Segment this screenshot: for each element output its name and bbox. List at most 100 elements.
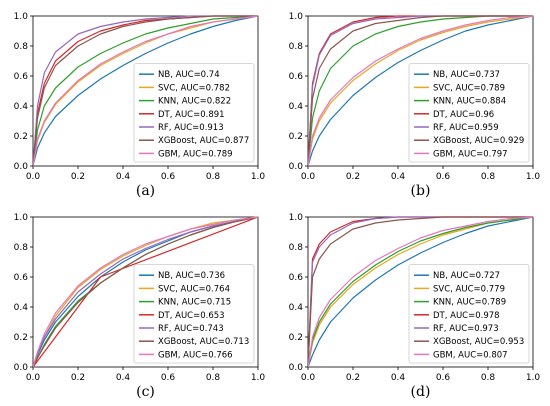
y-tick-label: 1.0 [289,213,304,223]
x-tick-label: 0.2 [71,172,85,182]
legend-label-rf: RF, AUC=0.913 [158,123,224,133]
x-tick-label: 0.0 [26,373,41,383]
x-tick-label: 0.8 [206,172,221,182]
legend-label-nb: NB, AUC=0.737 [433,70,500,80]
legend-label-gbm: GBM, AUC=0.807 [433,350,508,360]
x-tick-label: 0.0 [301,373,316,383]
y-tick-label: 0.8 [14,42,29,52]
x-tick-label: 1.0 [526,172,541,182]
x-tick-label: 0.6 [436,172,451,182]
x-tick-label: 0.4 [116,172,131,182]
legend-label-gbm: GBM, AUC=0.789 [158,149,233,159]
x-tick-label: 1.0 [526,373,541,383]
chart-c: 0.0 0.2 0.4 0.6 0.8 1.0 0.0 0.2 0.4 0.6 0.8 1.0 NB, … [14,213,266,400]
x-tick-label: 1.0 [251,172,266,182]
y-tick-label: 0.0 [14,162,29,172]
series-line-svc [308,15,534,167]
y-tick-label: 0.0 [289,363,304,373]
legend-label-xgboost: XGBoost, AUC=0.953 [433,337,524,347]
series-line-gbm [308,216,534,368]
series-line-nb [308,15,534,167]
legend-label-gbm: GBM, AUC=0.797 [433,149,508,159]
y-tick-label: 0.4 [14,102,29,112]
x-tick-label: 0.6 [161,373,176,383]
y-tick-label: 0.2 [14,132,28,142]
y-tick-label: 0.4 [14,303,29,313]
legend-label-knn: KNN, AUC=0.715 [158,298,231,308]
x-tick-label: 0.6 [161,172,176,182]
y-tick-label: 0.6 [14,72,29,82]
series-line-gbm [33,216,259,368]
y-tick-label: 0.2 [289,132,303,142]
x-tick-label: 0.0 [26,172,41,182]
x-tick-label: 0.2 [346,172,360,182]
legend-label-dt: DT, AUC=0.653 [158,311,225,321]
series-line-gbm [33,15,259,167]
y-tick-label: 1.0 [14,213,29,223]
y-tick-label: 0.8 [289,42,304,52]
legend: NB, AUC=0.727 SVC, AUC=0.779 KNN, AUC=0.78… [408,264,530,364]
panel-caption: (a) [136,183,155,199]
legend-label-svc: SVC, AUC=0.764 [158,284,230,294]
panel-caption: (b) [411,183,431,199]
legend-label-dt: DT, AUC=0.978 [433,311,500,321]
legend-label-nb: NB, AUC=0.727 [433,271,500,281]
series-group [308,216,534,368]
x-tick-label: 0.4 [391,172,406,182]
x-tick-label: 0.0 [301,172,316,182]
chart-a: 0.0 0.2 0.4 0.6 0.8 1.0 0.0 0.2 0.4 0.6 0.8 1.0 NB, … [14,12,266,199]
chart-d: 0.0 0.2 0.4 0.6 0.8 1.0 0.0 0.2 0.4 0.6 0.8 1.0 NB, … [289,213,541,400]
y-tick-label: 0.4 [289,303,304,313]
series-line-xgboost [308,216,533,368]
x-tick-label: 0.6 [436,373,451,383]
legend-label-dt: DT, AUC=0.891 [158,110,225,120]
legend-label-rf: RF, AUC=0.959 [433,123,499,133]
series-line-knn [33,15,259,167]
legend-box [408,264,530,364]
y-tick-label: 0.0 [14,363,29,373]
x-tick-label: 0.4 [391,373,406,383]
x-tick-label: 0.2 [71,373,85,383]
x-tick-label: 1.0 [251,373,266,383]
x-tick-label: 0.8 [481,373,496,383]
x-tick-label: 0.8 [206,373,221,383]
x-tick-label: 0.8 [481,172,496,182]
panel-b: 0.0 0.2 0.4 0.6 0.8 1.0 0.0 0.2 0.4 0.6 0.8 1.0 NB, … [275,0,550,201]
legend-label-xgboost: XGBoost, AUC=0.877 [158,136,249,146]
y-tick-label: 0.0 [289,162,304,172]
legend-label-nb: NB, AUC=0.736 [158,271,225,281]
panel-caption: (c) [136,384,155,400]
legend-box [133,264,255,364]
x-tick-label: 0.4 [116,373,131,383]
legend-box [133,63,255,163]
legend: NB, AUC=0.736 SVC, AUC=0.764 KNN, AUC=0.71… [133,264,255,364]
series-line-xgboost [33,216,259,368]
legend-label-xgboost: XGBoost, AUC=0.929 [433,136,524,146]
y-tick-label: 1.0 [289,12,304,22]
series-group [33,15,259,167]
x-tick-label: 0.2 [346,373,360,383]
legend-label-knn: KNN, AUC=0.822 [158,97,231,107]
y-tick-label: 0.4 [289,102,304,112]
legend: NB, AUC=0.737 SVC, AUC=0.789 KNN, AUC=0.88… [408,63,530,163]
legend-label-knn: KNN, AUC=0.884 [433,97,506,107]
series-group [308,15,534,167]
y-tick-label: 0.6 [289,72,304,82]
y-tick-label: 0.8 [289,243,304,253]
panel-c: 0.0 0.2 0.4 0.6 0.8 1.0 0.0 0.2 0.4 0.6 0.8 1.0 NB, … [0,201,275,402]
legend-label-rf: RF, AUC=0.743 [158,324,224,334]
panel-d: 0.0 0.2 0.4 0.6 0.8 1.0 0.0 0.2 0.4 0.6 0.8 1.0 NB, … [275,201,550,402]
y-tick-label: 0.6 [289,273,304,283]
chart-b: 0.0 0.2 0.4 0.6 0.8 1.0 0.0 0.2 0.4 0.6 0.8 1.0 NB, … [289,12,541,199]
series-line-knn [308,216,534,368]
legend-label-xgboost: XGBoost, AUC=0.713 [158,337,249,347]
series-line-xgboost [308,15,533,167]
legend-label-svc: SVC, AUC=0.782 [158,83,230,93]
panel-a: 0.0 0.2 0.4 0.6 0.8 1.0 0.0 0.2 0.4 0.6 0.8 1.0 NB, … [0,0,275,201]
y-tick-label: 0.2 [289,333,303,343]
legend-label-gbm: GBM, AUC=0.766 [158,350,233,360]
series-line-nb [308,216,534,368]
y-tick-label: 0.6 [14,273,29,283]
series-line-dt [33,216,259,368]
series-line-rf [33,216,259,368]
